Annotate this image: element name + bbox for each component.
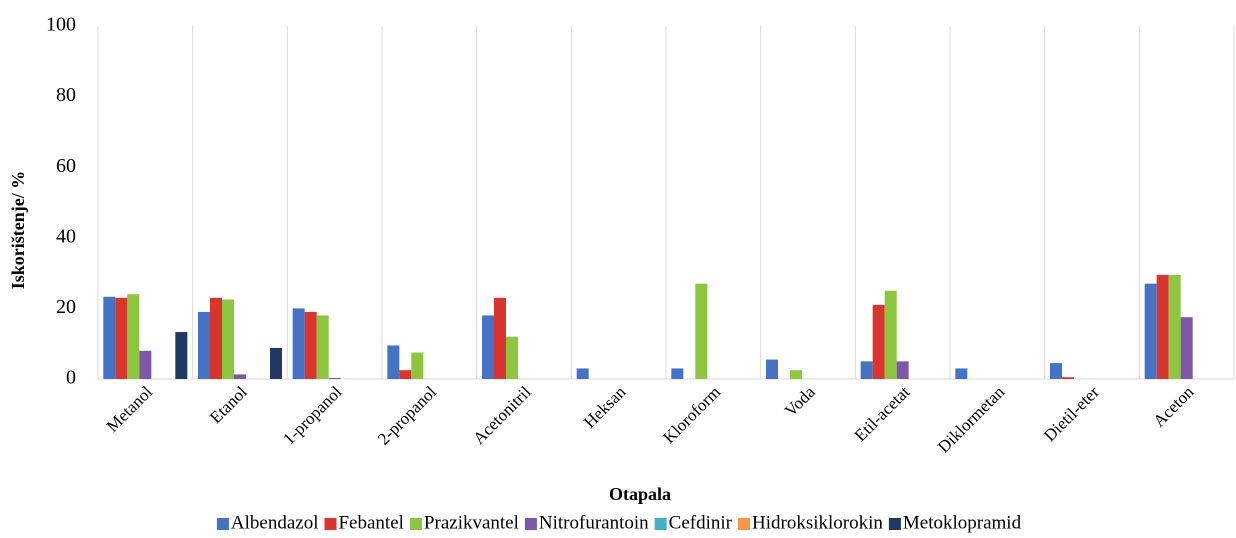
legend: Albendazol Febantel Prazikvantel Nitrofuran… — [216, 512, 1022, 533]
x-tick-label: Dietil-eter — [1040, 382, 1103, 445]
x-tick-label: Kloroform — [659, 382, 724, 447]
bar — [198, 311, 210, 379]
bar — [506, 336, 518, 379]
legend-swatch — [524, 518, 537, 530]
bar — [210, 297, 222, 379]
x-tick-label: Acetonitril — [469, 382, 535, 448]
bar — [884, 290, 897, 379]
bar — [1062, 377, 1074, 379]
legend-swatch — [737, 518, 750, 530]
x-axis-title: Otapala — [609, 484, 671, 504]
bar — [872, 304, 885, 379]
bar — [387, 345, 400, 379]
bar — [790, 370, 802, 379]
y-tick-label: 60 — [56, 155, 76, 177]
bar — [234, 374, 246, 379]
y-tick-label: 80 — [56, 84, 76, 106]
legend-label: Cefdinir — [669, 512, 733, 533]
bar — [328, 377, 341, 379]
bar — [304, 311, 317, 379]
x-tick-label: 1-propanol — [279, 382, 345, 448]
bar — [896, 361, 909, 379]
legend-label: Albendazol — [231, 512, 319, 533]
bar — [316, 315, 329, 379]
bar — [127, 294, 140, 379]
bar — [1050, 363, 1062, 379]
legend-swatch — [324, 518, 337, 530]
bar — [671, 368, 684, 379]
y-tick-label: 20 — [56, 296, 76, 318]
bar — [1168, 274, 1181, 379]
bar — [175, 332, 188, 379]
bar — [860, 361, 873, 379]
legend-swatch — [216, 518, 229, 530]
bar — [222, 299, 234, 379]
y-tick-label: 100 — [46, 14, 76, 36]
bar — [292, 308, 305, 379]
y-tick-label: 0 — [66, 367, 76, 389]
x-tick-label: Metanol — [103, 382, 157, 436]
y-tick-label: 40 — [56, 225, 76, 247]
bar — [695, 283, 708, 379]
legend-swatch — [888, 518, 901, 530]
bar — [103, 296, 116, 379]
bar — [482, 315, 494, 379]
bar — [766, 359, 778, 379]
legend-swatch — [409, 518, 422, 530]
x-tick-label: Aceton — [1149, 382, 1198, 431]
bar — [1180, 317, 1193, 379]
x-tick-label: Diklormetan — [934, 382, 1009, 457]
bar — [576, 368, 589, 379]
legend-label: Hidroksiklorokin — [752, 512, 883, 533]
legend-label: Metoklopramid — [903, 512, 1022, 533]
x-tick-label: Voda — [781, 382, 819, 420]
bar — [494, 297, 506, 379]
bar — [115, 297, 128, 379]
bar — [139, 350, 152, 379]
x-tick-label: Etanol — [206, 382, 251, 427]
bar — [411, 352, 424, 379]
bar — [1156, 274, 1169, 379]
legend-label: Febantel — [338, 512, 403, 533]
x-tick-label: Heksan — [580, 382, 630, 432]
x-tick-label: Etil-acetat — [851, 382, 914, 445]
legend-swatch — [654, 518, 667, 530]
bar — [399, 370, 412, 379]
x-tick-label: 2-propanol — [374, 382, 440, 448]
bar — [270, 347, 282, 379]
y-axis-title: Iskorištenje/ % — [8, 171, 28, 290]
bar — [1144, 283, 1157, 379]
bar — [955, 368, 968, 379]
legend-label: Nitrofurantoin — [539, 512, 649, 533]
legend-label: Prazikvantel — [424, 512, 519, 533]
